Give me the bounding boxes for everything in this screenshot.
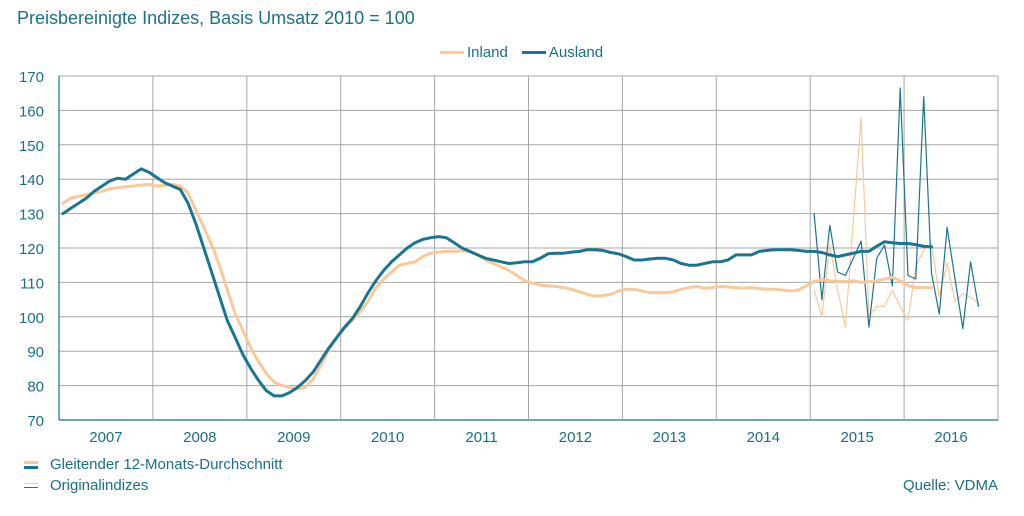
x-tick-label: 2011 [465,429,497,446]
legend-label-original: Originalindizes [50,477,149,494]
legend-moving-average: Gleitender 12-Monats-Durchschnitt [24,456,283,473]
legend-swatch-moving-average [24,460,38,470]
y-tick-label: 110 [20,275,44,292]
x-tick-label: 2008 [183,429,216,446]
source-note: Quelle: VDMA [902,477,998,494]
y-axis-labels: 70 80 90 100 110 120 130 140 150 160 170 [19,69,44,430]
x-tick-label: 2007 [89,429,122,446]
y-tick-label: 70 [27,413,44,430]
legend-top: Inland Ausland [440,44,617,61]
y-tick-label: 120 [19,241,44,258]
legend-item-inland: Inland [440,44,508,61]
legend-original: Originalindizes [24,477,148,494]
x-tick-label: 2016 [934,429,967,446]
y-tick-label: 80 [27,379,44,396]
series-line-inland-originalindizes [813,116,979,328]
legend-label-moving-average: Gleitender 12-Monats-Durchschnitt [50,456,283,473]
chart-title: Preisbereinigte Indizes, Basis Umsatz 20… [17,8,415,28]
y-tick-label: 90 [27,344,44,361]
series-line-inland-gleitender-12-monats-durchschnitt [61,182,933,391]
x-tick-label: 2014 [747,429,780,446]
legend-item-ausland: Ausland [521,44,604,61]
legend-swatch-inland [440,51,464,54]
legend-swatch-ausland [521,51,546,54]
x-tick-label: 2013 [653,429,686,446]
x-tick-label: 2009 [277,429,310,446]
x-tick-label: 2015 [840,429,873,446]
x-tick-label: 2012 [559,429,592,446]
x-axis-labels: 2007 2008 2009 2010 2011 2012 2013 2014 2015 2016 [89,429,967,446]
series-line-ausland-gleitender-12-monats-durchschnitt [61,167,933,398]
y-tick-label: 130 [19,207,44,224]
y-tick-label: 150 [19,138,44,155]
y-tick-label: 140 [19,172,44,189]
grid [58,75,999,421]
x-tick-label: 2010 [371,429,404,446]
series-lines [61,87,979,398]
legend-swatch-original [24,481,38,491]
series-line-ausland-originalindizes [813,87,979,330]
legend-label-inland: Inland [467,44,508,61]
y-tick-label: 160 [19,103,44,120]
y-tick-label: 170 [19,69,44,86]
legend-label-ausland: Ausland [548,44,604,61]
y-tick-label: 100 [19,310,44,327]
